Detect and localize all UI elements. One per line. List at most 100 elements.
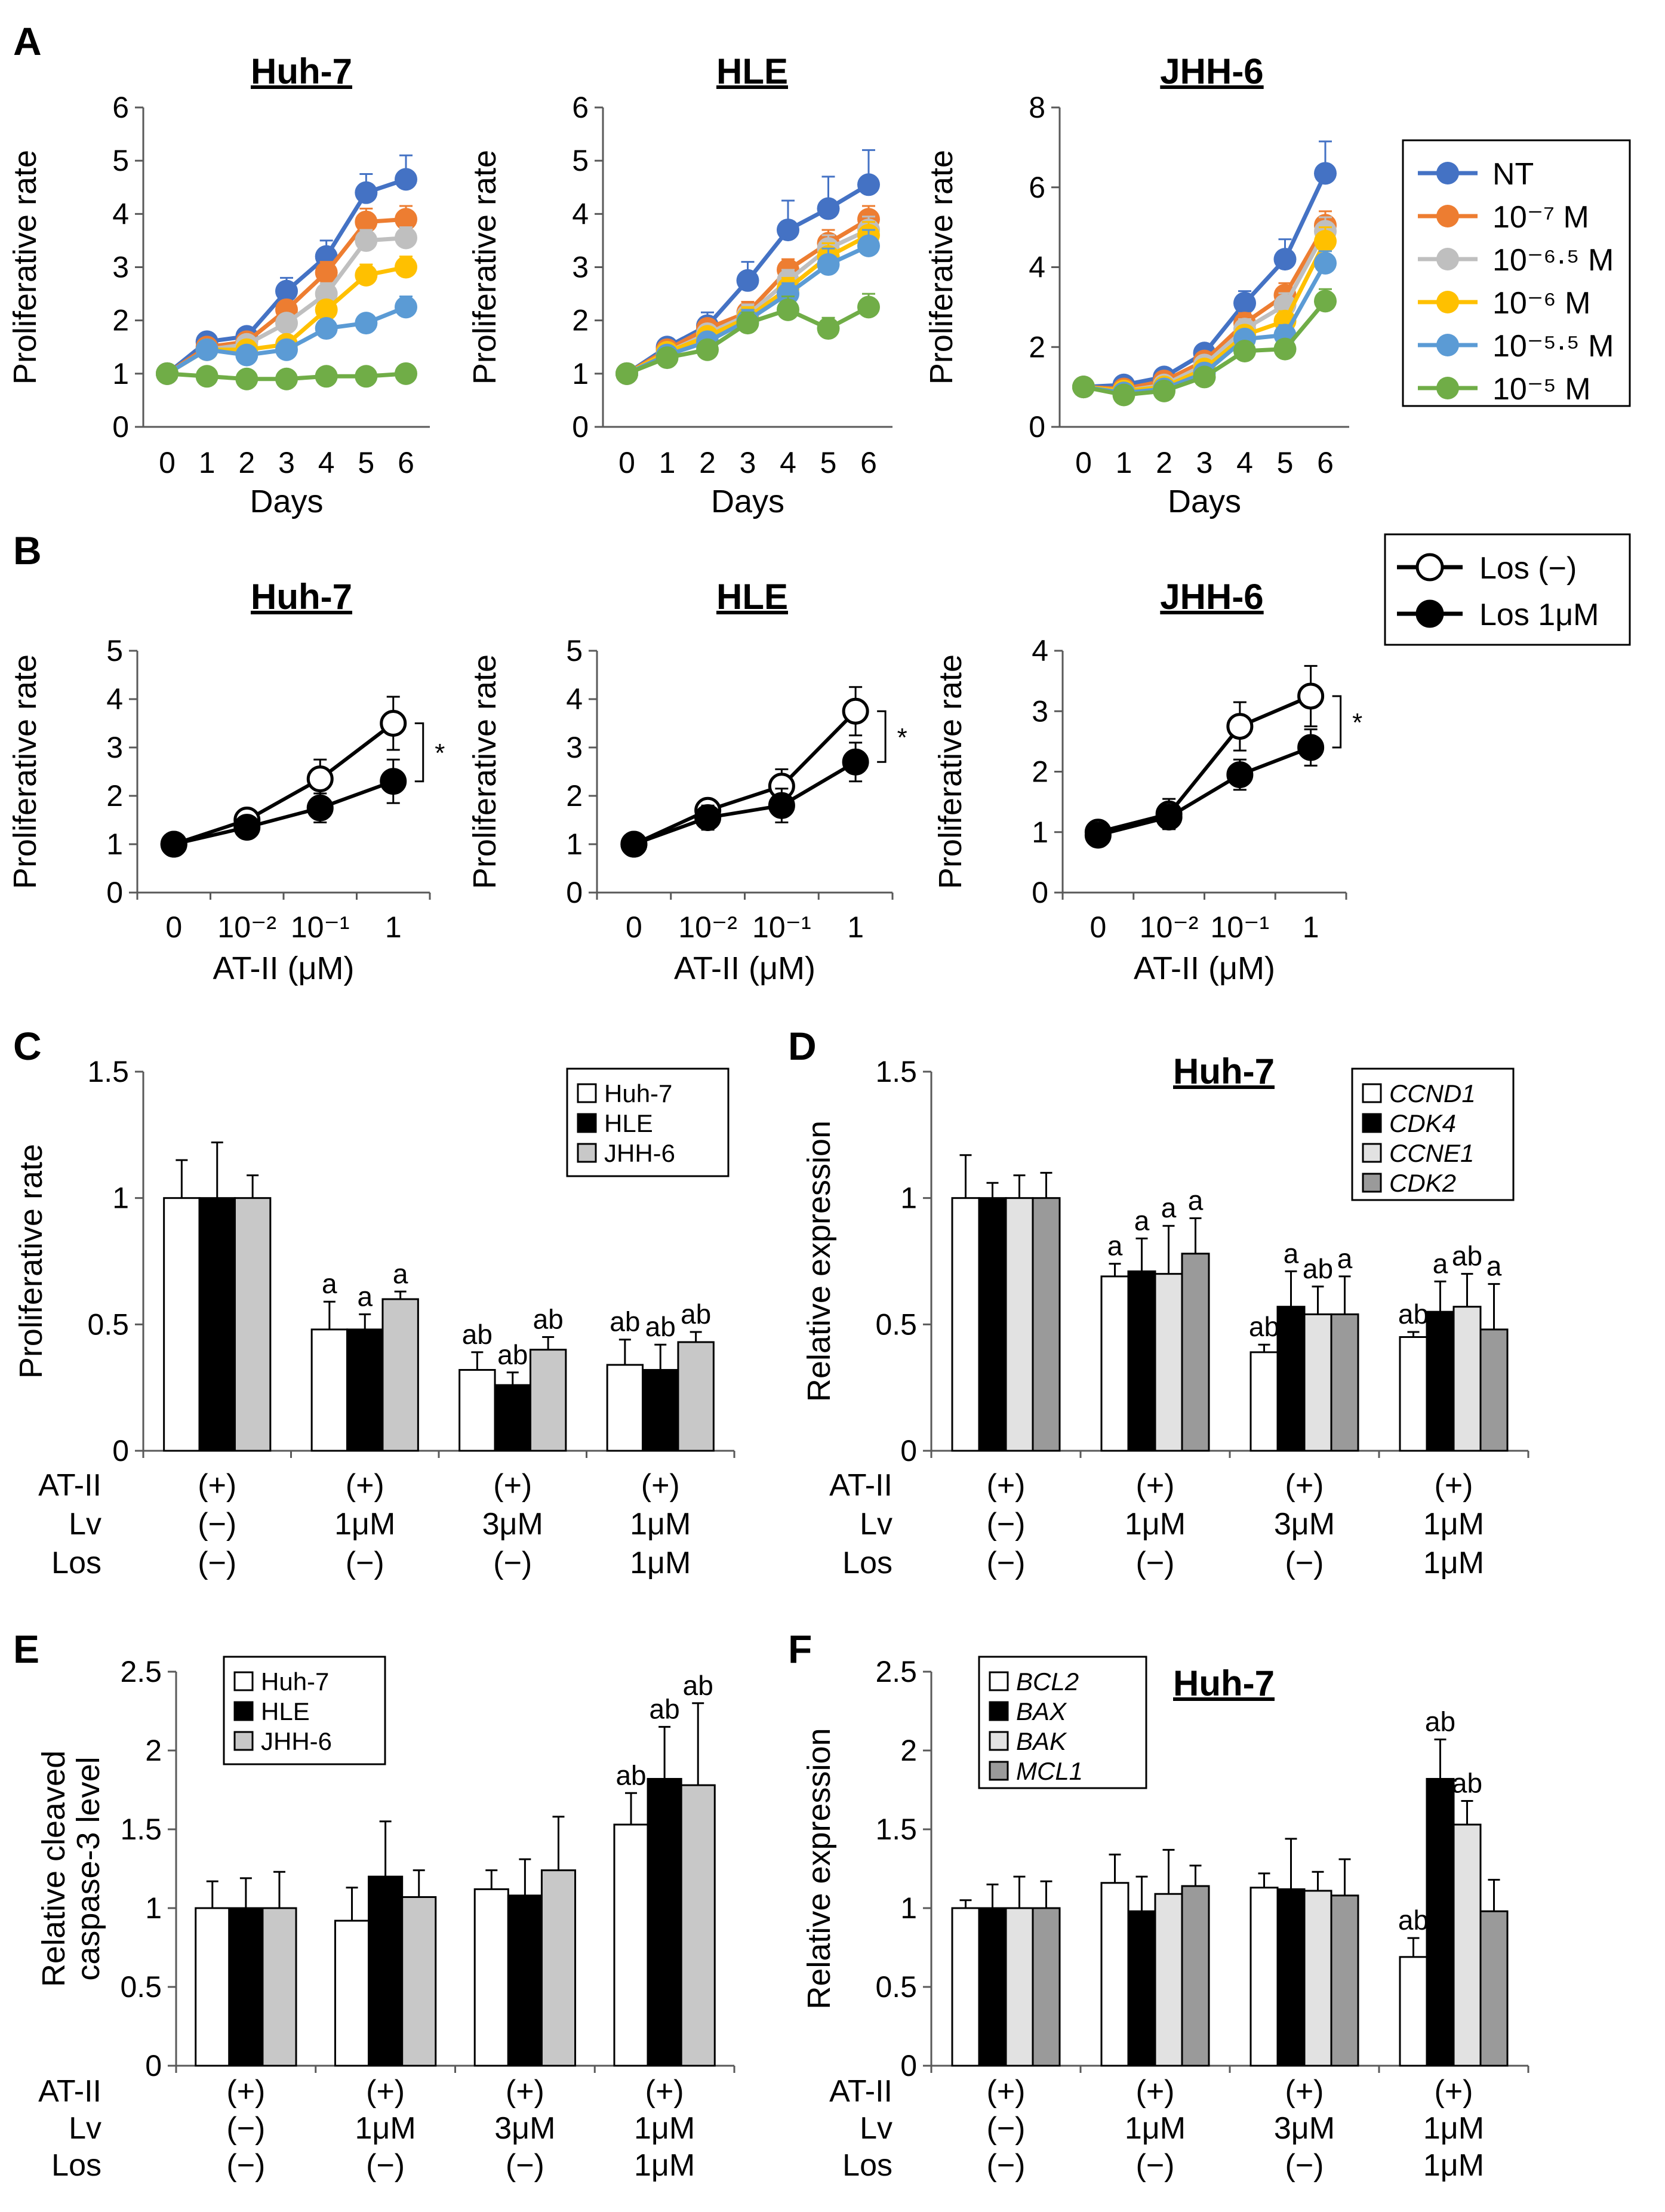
y-tick-label: 0 [900, 2049, 917, 2082]
bar [228, 1907, 264, 2067]
data-point [1314, 251, 1337, 275]
x-tick-label: 3 [740, 446, 756, 479]
condition-value: (−) [1285, 1546, 1324, 1580]
condition-value: 1μM [1423, 1546, 1484, 1580]
chart-b2: 0 1 2 3 4 5 0 10⁻² 10⁻¹ 1 AT-II (μM) Proliferative … [467, 577, 907, 986]
bar [1154, 1893, 1183, 2067]
legend-label: NT [1492, 157, 1534, 192]
series-line [633, 760, 857, 846]
y-tick-label: 0.5 [87, 1307, 129, 1341]
y-tick-label: 1.5 [87, 1055, 129, 1088]
data-point [1314, 162, 1337, 185]
x-tick-label: 5 [820, 446, 837, 479]
panel-letter-b: B [13, 528, 42, 573]
y-tick-label: 0 [900, 1434, 917, 1468]
legend-swatch [577, 1143, 597, 1163]
significance-label: ab [683, 1670, 713, 1701]
y-tick-label: 0 [106, 876, 123, 909]
condition-value: (−) [198, 1507, 236, 1542]
legend-label: Los 1μM [1479, 598, 1599, 632]
condition-value: 1μM [630, 1507, 691, 1542]
legend-label: BCL2 [1016, 1668, 1079, 1696]
x-tick-label: 0 [165, 910, 182, 944]
panel-letter-a: A [13, 19, 42, 63]
bar [677, 1341, 715, 1452]
significance-label: a [1107, 1230, 1123, 1262]
legend-label: JHH-6 [261, 1727, 332, 1755]
bar [951, 1197, 980, 1452]
condition-value: (−) [226, 2148, 265, 2183]
y-tick-label: 3 [112, 251, 129, 284]
condition-value: (+) [1136, 1468, 1175, 1503]
significance-label: ab [533, 1304, 564, 1335]
data-point [315, 365, 338, 388]
data-point [655, 346, 679, 370]
data-point [355, 312, 378, 335]
significance-label: a [393, 1258, 408, 1289]
chart-title: JHH-6 [1160, 51, 1263, 91]
panel-letter-e: E [13, 1627, 39, 1671]
bar [473, 1888, 509, 2067]
significance-label: a [1487, 1251, 1502, 1282]
y-tick-label: 5 [566, 634, 583, 667]
condition-value: (+) [366, 2074, 405, 2109]
data-point [156, 362, 178, 385]
y-tick-label: 0 [145, 2049, 162, 2082]
legend-marker [1436, 377, 1459, 399]
y-tick-label: 2 [112, 304, 129, 337]
legend-label: 10⁻⁵ M [1492, 372, 1591, 407]
y-tick-label: 1 [112, 1182, 129, 1215]
data-point [857, 234, 880, 257]
condition-value: 3μM [1274, 1507, 1335, 1542]
legend-swatch [233, 1671, 254, 1691]
x-tick-label: 10⁻² [678, 910, 737, 944]
data-point [1233, 291, 1256, 315]
series-line [1097, 694, 1312, 834]
y-tick-label: 4 [1029, 251, 1045, 284]
bar [368, 1875, 404, 2067]
significance-label: ab [1398, 1299, 1429, 1330]
data-point [1314, 290, 1337, 313]
data-point [395, 168, 417, 191]
condition-row-label: Los [51, 2148, 101, 2183]
x-tick-label: 10⁻² [1140, 910, 1199, 944]
x-tick-label: 3 [278, 446, 295, 479]
y-axis-label: Proliferative rate [7, 150, 43, 384]
y-axis-label: Relative cleaved [36, 1750, 72, 1987]
data-point [315, 317, 338, 340]
bar [1032, 1907, 1061, 2067]
bar [1330, 1894, 1359, 2067]
legend-marker [1436, 248, 1459, 270]
bar [233, 1197, 272, 1452]
bar [198, 1197, 236, 1452]
condition-value: 3μM [482, 1507, 543, 1542]
bar [1479, 1328, 1509, 1452]
data-point [380, 768, 407, 795]
data-point [395, 362, 417, 385]
legend-swatch [1362, 1113, 1382, 1133]
chart-title: Huh-7 [251, 577, 352, 617]
condition-row-label: AT-II [38, 2074, 101, 2109]
bar [1452, 1823, 1482, 2067]
condition-value: (+) [198, 1468, 236, 1503]
legend-swatch [1362, 1083, 1382, 1103]
legend-label: BAK [1016, 1727, 1067, 1755]
condition-value: 1μM [334, 1507, 395, 1542]
y-tick-label: 2 [900, 1734, 917, 1767]
significance-label: a [1188, 1185, 1204, 1216]
chart-title: Huh-7 [1173, 1663, 1275, 1703]
bar [1127, 1270, 1156, 1452]
significance-label: ab [610, 1306, 640, 1337]
condition-row-label: Lv [860, 2111, 892, 2146]
data-point [1314, 230, 1337, 253]
data-point [1155, 803, 1183, 830]
significance-bracket [877, 710, 887, 763]
series-1 [620, 742, 869, 858]
x-tick-label: 10⁻² [217, 910, 276, 944]
bar [951, 1907, 980, 2067]
condition-value: (+) [346, 1468, 384, 1503]
legend-panel-a: NT 10⁻⁷ M 10⁻⁶·⁵ M 10⁻⁶ M 10⁻⁵·⁵ M 10⁻⁵ M [1402, 139, 1631, 407]
